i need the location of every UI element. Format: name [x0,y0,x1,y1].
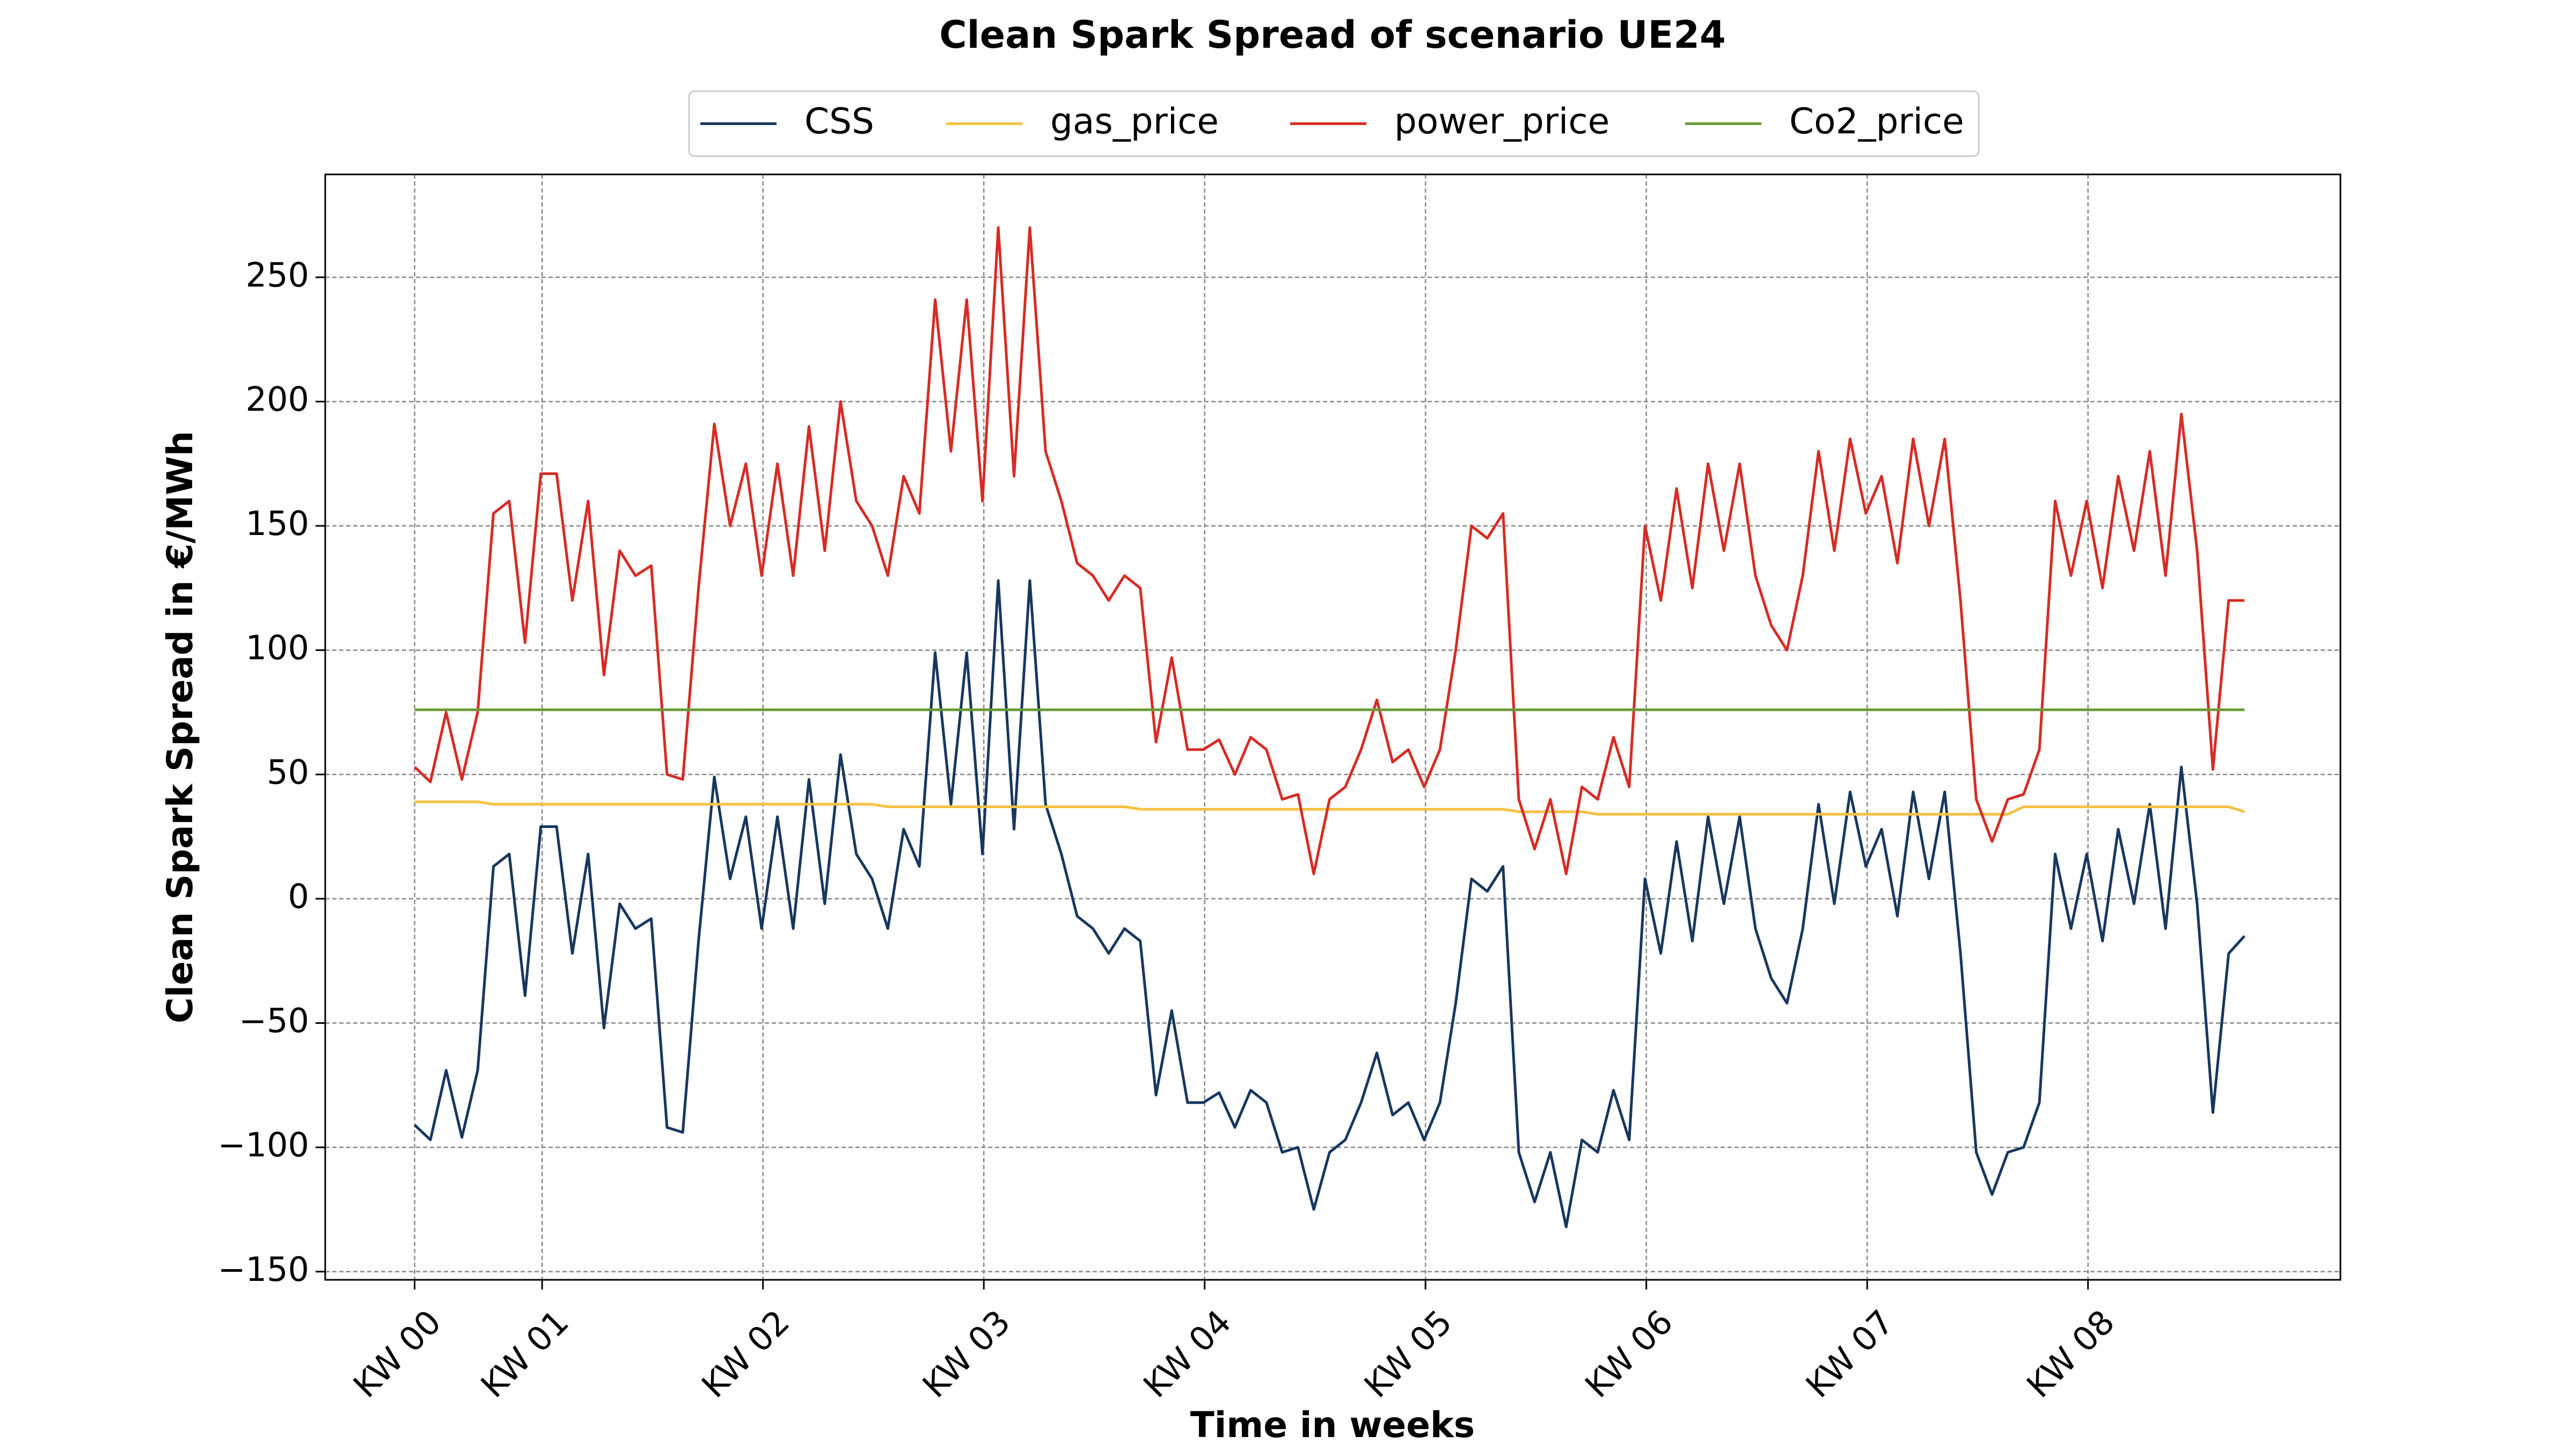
lines [413,226,2246,1228]
y-tick-label: 100 [246,628,309,668]
legend-label: Co2_price [1789,101,1964,142]
legend: CSS gas_price power_price Co2_price [688,90,1980,157]
series-line [413,226,2245,875]
grid [325,174,2340,1280]
series-line [413,579,2246,1228]
y-tick-label: −100 [218,1125,309,1164]
series-line [414,800,2245,816]
legend-label: power_price [1394,101,1609,142]
y-axis-label: Clean Spark Spread in €/MWh [159,431,201,1023]
x-axis-label: Time in weeks [1190,1404,1475,1446]
chart-title: Clean Spark Spread of scenario UE24 [939,13,1725,57]
y-tick-label: 50 [267,752,309,792]
y-tick-label: 250 [246,255,309,295]
legend-label: gas_price [1050,101,1219,142]
y-tick-label: −150 [218,1250,309,1289]
y-tick-label: 150 [246,504,309,543]
plot-frame [324,173,2341,1281]
legend-label: CSS [804,101,874,142]
y-tick-label: 0 [288,877,309,916]
y-tick-label: 200 [246,379,309,419]
y-tick-label: −50 [239,1001,309,1040]
